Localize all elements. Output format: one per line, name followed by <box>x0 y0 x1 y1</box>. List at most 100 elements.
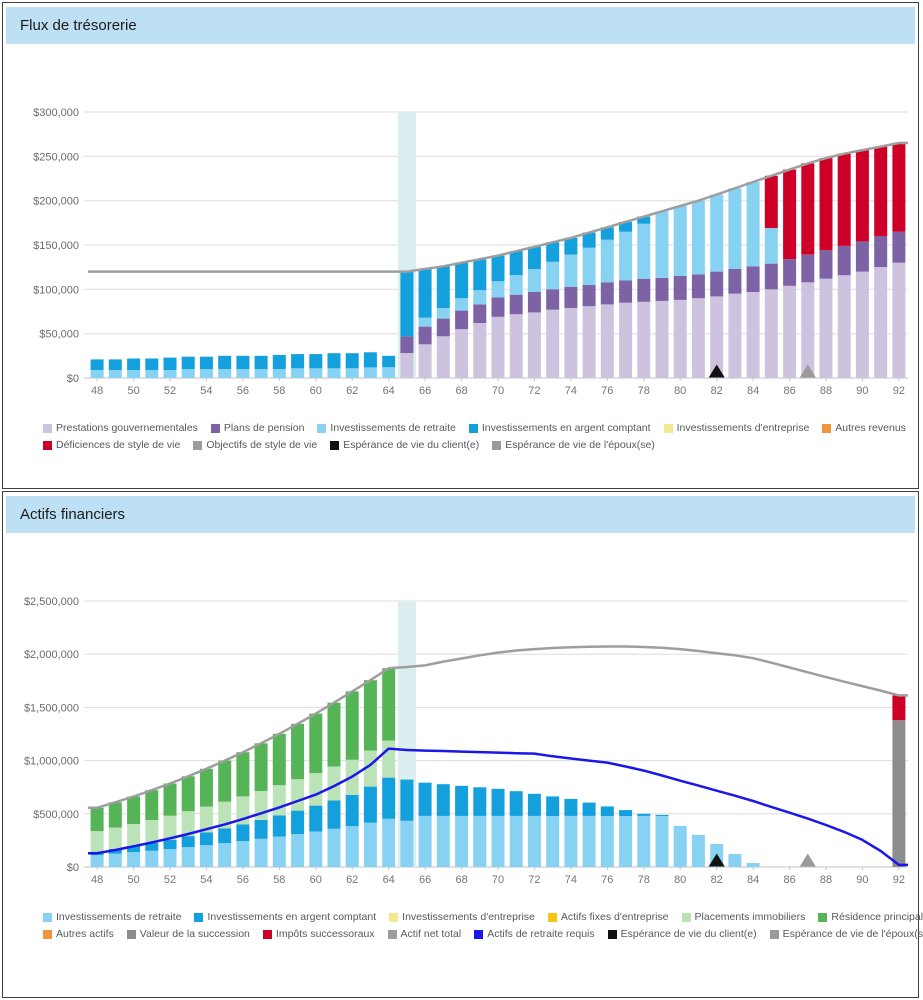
legend-item: Investissements de retraite <box>317 421 456 435</box>
svg-text:78: 78 <box>638 874 650 886</box>
legend-label: Autres actifs <box>56 928 114 940</box>
legend-label: Objectifs de style de vie <box>206 439 318 451</box>
legend-swatch-icon <box>194 912 204 922</box>
legend-label: Espérance de vie de l'époux(se) <box>782 928 923 940</box>
legend-item: Investissements en argent comptant <box>468 421 651 435</box>
legend-label: Plans de pension <box>223 422 305 434</box>
legend-item: Espérance de vie du client(e) <box>330 438 479 452</box>
svg-text:$2,500,000: $2,500,000 <box>24 596 79 608</box>
svg-text:$1,500,000: $1,500,000 <box>24 702 79 714</box>
line-actifs-de-retraite-requis <box>88 747 908 867</box>
legend-item: Prestations gouvernementales <box>43 421 198 435</box>
legend-item: Investissements de retraite <box>43 910 181 924</box>
legend-swatch-icon <box>43 440 52 450</box>
svg-text:52: 52 <box>164 874 176 886</box>
svg-text:62: 62 <box>346 874 358 886</box>
svg-text:56: 56 <box>237 385 249 397</box>
legend-label: Actif net total <box>400 928 462 940</box>
legend-item: Actifs fixes d'entreprise <box>547 910 669 924</box>
svg-text:90: 90 <box>856 874 868 886</box>
svg-text:64: 64 <box>383 385 395 397</box>
legend-row: Investissements de retraite Investissemen… <box>43 910 923 924</box>
svg-text:74: 74 <box>565 385 577 397</box>
legend-swatch-icon <box>822 423 832 433</box>
svg-text:92: 92 <box>893 385 905 397</box>
svg-text:56: 56 <box>237 874 249 886</box>
svg-text:90: 90 <box>856 385 868 397</box>
legend-item: Valeur de la succession <box>126 927 250 941</box>
legend-swatch-icon <box>210 423 220 433</box>
legend-item: Placements immobiliers <box>681 910 805 924</box>
legend-label: Actifs fixes d'entreprise <box>560 911 669 923</box>
legend-label: Espérance de vie de l'époux(se) <box>505 439 655 451</box>
bars-layer <box>90 668 906 867</box>
svg-text:68: 68 <box>455 385 467 397</box>
legend-item: Résidence principale <box>818 910 923 924</box>
legend-label: Investissements en argent comptant <box>481 422 651 434</box>
svg-text:66: 66 <box>419 385 431 397</box>
svg-text:82: 82 <box>711 385 723 397</box>
svg-text:74: 74 <box>565 874 577 886</box>
financial-assets-header: Actifs financiers <box>6 496 915 533</box>
svg-text:$1,000,000: $1,000,000 <box>24 756 79 768</box>
svg-text:$0: $0 <box>67 373 79 385</box>
cash-flow-legend: Prestations gouvernementales Plans de pen… <box>43 421 912 455</box>
legend-item: Objectifs de style de vie <box>193 438 317 452</box>
legend-swatch-icon <box>474 929 484 939</box>
financial-assets-panel: Actifs financiers $2,500,000 $2,000,000 $1… <box>2 491 923 998</box>
legend-swatch-icon <box>126 929 136 939</box>
svg-text:92: 92 <box>893 874 905 886</box>
legend-item: Espérance de vie du client(e) <box>607 927 757 941</box>
legend-label: Autres revenus <box>835 422 906 434</box>
legend-swatch-icon <box>43 929 52 939</box>
svg-text:58: 58 <box>273 385 285 397</box>
svg-text:$100,000: $100,000 <box>33 284 79 296</box>
legend-swatch-icon <box>547 912 557 922</box>
legend-item: Déficiences de style de vie <box>43 438 180 452</box>
svg-text:82: 82 <box>711 874 723 886</box>
legend-swatch-icon <box>468 423 478 433</box>
svg-text:58: 58 <box>273 874 285 886</box>
svg-text:72: 72 <box>528 874 540 886</box>
svg-text:$0: $0 <box>67 862 79 874</box>
legend-swatch-icon <box>769 929 779 939</box>
svg-text:80: 80 <box>674 874 686 886</box>
svg-text:70: 70 <box>492 874 504 886</box>
life-expectancy-markers <box>708 364 816 378</box>
legend-label: Investissements d'entreprise <box>402 911 535 923</box>
legend-label: Investissements en argent comptant <box>207 911 377 923</box>
financial-assets-legend: Investissements de retraite Investissemen… <box>43 910 923 944</box>
svg-text:76: 76 <box>601 874 613 886</box>
svg-text:78: 78 <box>638 385 650 397</box>
legend-swatch-icon <box>387 929 397 939</box>
legend-item: Espérance de vie de l'époux(se) <box>769 927 923 941</box>
line-objectifs-de-style-de-vie <box>88 141 908 273</box>
legend-row: Autres actifs Valeur de la succession Impô… <box>43 927 923 941</box>
svg-text:84: 84 <box>747 385 759 397</box>
cash-flow-header: Flux de trésorerie <box>6 7 915 44</box>
legend-swatch-icon <box>43 912 52 922</box>
legend-item: Actif net total <box>387 927 462 941</box>
legend-label: Actifs de retraite requis <box>487 928 595 940</box>
line-actif-net-total <box>88 645 908 810</box>
legend-swatch-icon <box>818 912 828 922</box>
legend-item: Espérance de vie de l'époux(se) <box>492 438 655 452</box>
svg-text:$2,000,000: $2,000,000 <box>24 649 79 661</box>
svg-text:48: 48 <box>91 874 103 886</box>
svg-text:54: 54 <box>200 385 212 397</box>
legend-row: Prestations gouvernementales Plans de pen… <box>43 421 912 435</box>
svg-text:70: 70 <box>492 385 504 397</box>
legend-swatch-icon <box>492 440 502 450</box>
legend-label: Valeur de la succession <box>139 928 250 940</box>
legend-swatch-icon <box>663 423 673 433</box>
svg-text:$300,000: $300,000 <box>33 107 79 119</box>
legend-label: Espérance de vie du client(e) <box>620 928 757 940</box>
legend-label: Prestations gouvernementales <box>56 422 198 434</box>
life-expectancy-markers <box>708 853 816 867</box>
x-axis-labels: 48 50 52 54 56 58 60 62 64 66 68 70 72 74 76 78 80 82 84 86… <box>91 378 905 397</box>
svg-text:$250,000: $250,000 <box>33 151 79 163</box>
svg-text:$50,000: $50,000 <box>39 329 79 341</box>
svg-text:$200,000: $200,000 <box>33 196 79 208</box>
svg-text:60: 60 <box>310 385 322 397</box>
legend-label: Déficiences de style de vie <box>56 439 181 451</box>
